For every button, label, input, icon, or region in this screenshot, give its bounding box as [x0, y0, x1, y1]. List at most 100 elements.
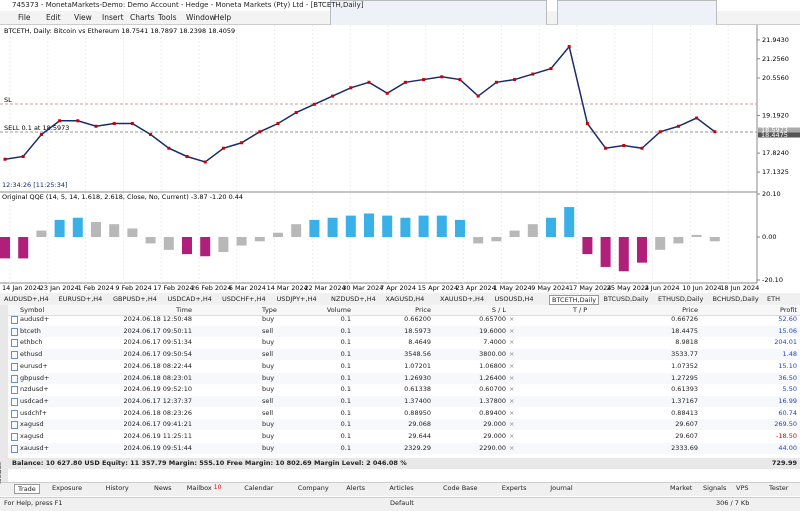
- toolbar[interactable]: [557, 0, 717, 26]
- symbol-tab[interactable]: ETH: [767, 295, 780, 303]
- cell: 1.07201: [404, 361, 431, 370]
- date-label: 6 Mar 2024: [229, 284, 266, 292]
- cell: 1.37800: [479, 396, 506, 405]
- symbol-tab[interactable]: ETHUSD,Daily: [658, 295, 704, 303]
- price-box: [758, 132, 800, 138]
- cell: buy: [262, 315, 275, 323]
- date-label: 18 Jun 2024: [720, 284, 759, 292]
- total-profit: 729.99: [771, 459, 797, 467]
- cell: 0.88413: [671, 408, 698, 417]
- qqe-bar: [163, 237, 174, 250]
- row-icon: [11, 362, 18, 371]
- bottom-tab[interactable]: Mailbox: [186, 484, 212, 492]
- cell: 44.00: [778, 443, 797, 452]
- date-label: 17 May 2024: [569, 284, 611, 292]
- menu-item[interactable]: Edit: [46, 13, 61, 22]
- bottom-tab[interactable]: Exposure: [52, 484, 83, 492]
- close-x: ×: [509, 350, 515, 359]
- symbol-tab[interactable]: NZDUSD+,H4: [331, 295, 376, 303]
- cell: buy: [262, 338, 275, 347]
- bottom-tab[interactable]: Calendar: [244, 484, 274, 492]
- menu-item[interactable]: Help: [214, 13, 232, 22]
- symbol-tab[interactable]: USDCHF+,H4: [222, 295, 266, 303]
- price-label: 21.9430: [762, 36, 789, 44]
- symbol-tab[interactable]: EURUSD+,H4: [58, 295, 103, 303]
- bottom-tab[interactable]: Journal: [550, 484, 573, 492]
- close-mark: [494, 80, 498, 84]
- close-mark: [549, 67, 553, 71]
- right-tab[interactable]: VPS: [736, 484, 749, 492]
- menu-item[interactable]: Tools: [158, 13, 177, 22]
- qqe-bar: [345, 215, 356, 237]
- toolbox-strip: [0, 305, 8, 495]
- bottom-tab[interactable]: News: [154, 484, 172, 492]
- symbol-tab[interactable]: BTCUSD,Daily: [603, 295, 649, 303]
- bottom-tab[interactable]: Code Base: [443, 484, 478, 492]
- symbol-tab[interactable]: XAGUSD,H4: [385, 295, 425, 303]
- symbol-tab[interactable]: BCHUSD,Daily: [712, 295, 759, 303]
- cell: -18.50: [776, 432, 797, 440]
- right-tab[interactable]: Signals: [703, 484, 727, 492]
- cell: 2333.69: [671, 443, 698, 452]
- right-tab[interactable]: Market: [670, 484, 693, 492]
- close-x: ×: [509, 338, 515, 347]
- row-icon: [11, 433, 18, 441]
- toolbox-label: Toolbox: [0, 462, 3, 485]
- symbol-tab[interactable]: XAUUSD+,H4: [440, 295, 485, 303]
- symbol-tab[interactable]: USDCAD+,H4: [167, 295, 212, 303]
- close-mark: [640, 146, 644, 150]
- column-header: Price: [682, 306, 698, 314]
- cell: buy: [262, 443, 275, 452]
- bottom-tabs: [0, 482, 800, 496]
- cell: 269.50: [774, 420, 797, 429]
- cell: 60.74: [778, 408, 797, 417]
- bottom-tab[interactable]: History: [105, 484, 129, 492]
- symbol-tab[interactable]: USDJPY+,H4: [276, 295, 317, 303]
- qqe-bar: [455, 219, 465, 237]
- close-mark: [39, 133, 43, 137]
- menu-item[interactable]: Charts: [130, 13, 155, 22]
- cell: eurusd+: [20, 361, 48, 370]
- symbol-tab[interactable]: USOUSD,H4: [494, 295, 534, 303]
- cell: 3800.00: [479, 350, 506, 359]
- cell: 2024.06.17 09:51:34: [123, 338, 192, 347]
- menu-item[interactable]: View: [74, 13, 92, 22]
- cell: buy: [262, 432, 275, 440]
- bottom-tab[interactable]: Trade: [14, 484, 40, 494]
- bottom-tab[interactable]: Company: [297, 484, 329, 492]
- symbol-tab[interactable]: BTCETH,Daily: [549, 295, 600, 305]
- menu-item[interactable]: Insert: [102, 13, 124, 22]
- close-mark: [567, 45, 571, 49]
- cell: 52.60: [778, 315, 797, 323]
- bottom-tab[interactable]: Alerts: [346, 484, 366, 492]
- bottom-tab[interactable]: Experts: [501, 484, 527, 492]
- close-x: ×: [509, 396, 515, 405]
- right-tab[interactable]: Tester: [769, 484, 789, 492]
- qqe-bar: [473, 237, 484, 244]
- menu-item[interactable]: Window: [186, 13, 216, 22]
- cell: 0.1: [340, 373, 351, 382]
- indicator-label: 20.10: [762, 190, 781, 198]
- cell: 1.06800: [479, 361, 506, 370]
- symbol-tab[interactable]: GBPUSD+,H4: [113, 295, 157, 303]
- symbol-tab[interactable]: AUDUSD+,H4: [4, 295, 49, 303]
- qqe-bar: [709, 237, 720, 242]
- qqe-bar: [655, 237, 666, 250]
- qqe-bar: [546, 217, 556, 237]
- cell: 0.1: [340, 408, 351, 417]
- cell: 0.1: [340, 350, 351, 359]
- price-box: [758, 127, 800, 133]
- table-header: [8, 305, 800, 316]
- close-mark: [58, 119, 62, 123]
- qqe-bar: [309, 219, 320, 237]
- cell: 0.1: [340, 443, 351, 452]
- qqe-bar: [618, 237, 629, 272]
- qqe-bar: [182, 237, 192, 255]
- cell: 1.27295: [671, 373, 698, 382]
- sl-label: SL: [4, 96, 12, 104]
- bottom-tab[interactable]: Articles: [389, 484, 414, 492]
- cell: 29.068: [408, 420, 431, 429]
- menu-item[interactable]: File: [18, 13, 31, 22]
- cell: 29.000: [483, 420, 506, 429]
